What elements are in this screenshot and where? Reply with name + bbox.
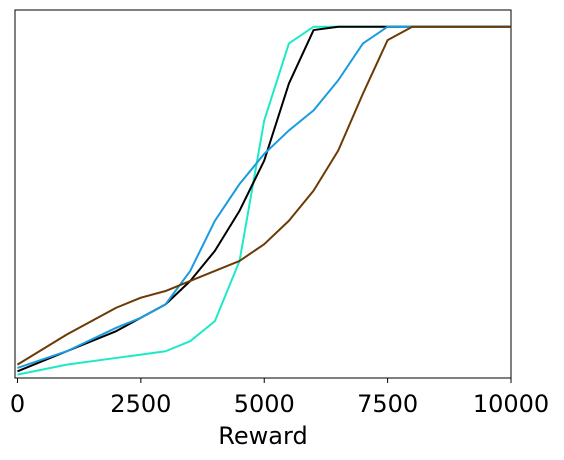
x-tick-label: 0 (10, 390, 25, 418)
x-tick-label: 5000 (234, 390, 295, 418)
plot-frame (14, 9, 512, 379)
series-line (17, 25, 511, 369)
series-line (17, 25, 511, 373)
x-axis-label: Reward (218, 422, 307, 450)
x-tick-label: 2500 (110, 390, 171, 418)
x-tick-label: 7500 (357, 390, 418, 418)
series-line (16, 25, 511, 366)
x-tick-label: 10000 (473, 390, 549, 418)
series-line (17, 25, 511, 376)
